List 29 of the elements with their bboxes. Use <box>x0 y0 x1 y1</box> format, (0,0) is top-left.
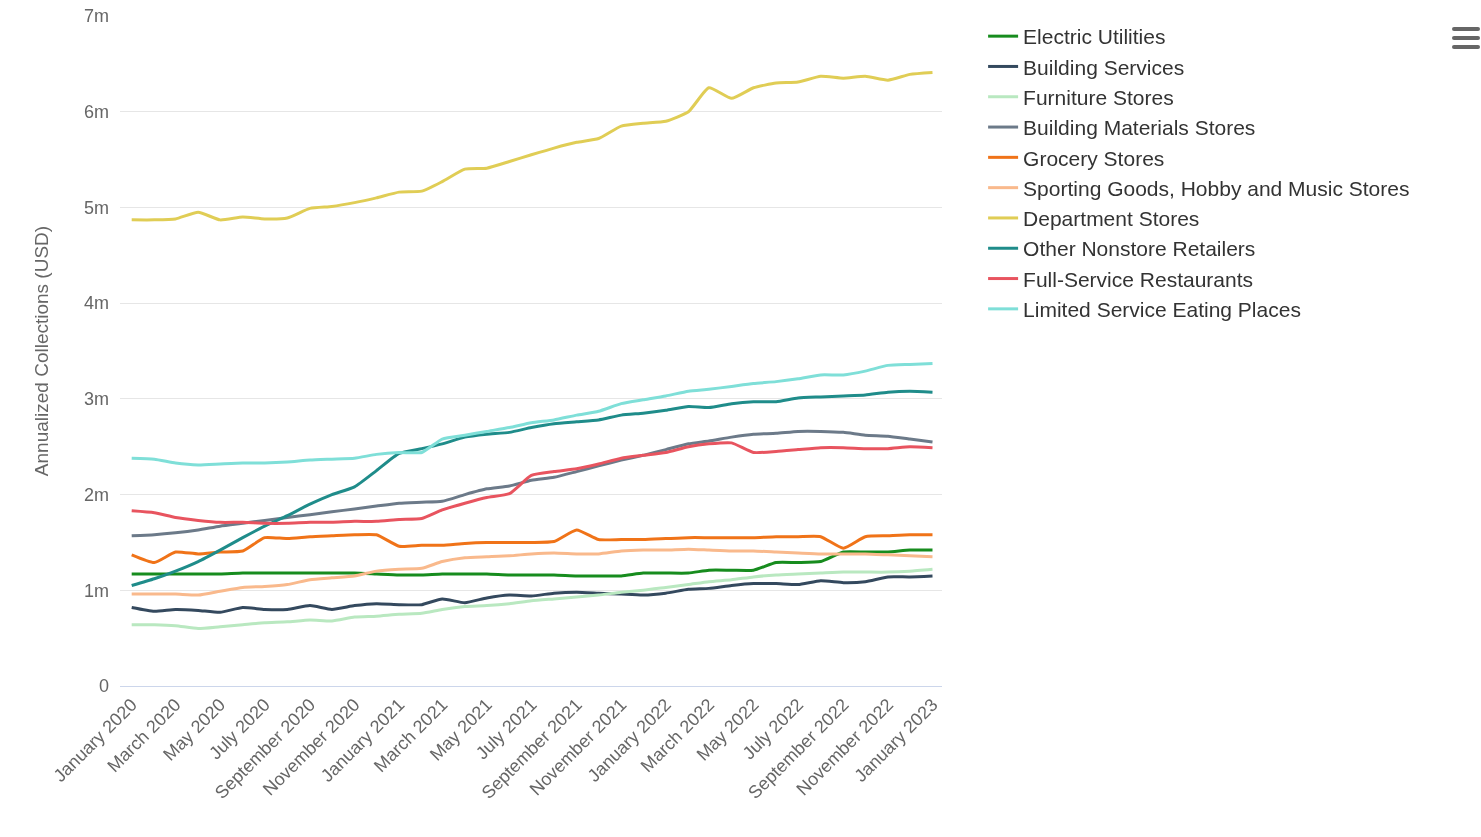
y-tick-label: 4m <box>83 293 109 314</box>
y-tick-label: 7m <box>83 6 109 27</box>
legend-label: Department Stores <box>1023 207 1200 231</box>
line-series <box>130 528 934 565</box>
line-series <box>130 574 934 614</box>
line-series <box>130 429 934 538</box>
line-series <box>130 70 934 222</box>
legend-label: Furniture Stores <box>1023 85 1174 109</box>
legend-label: Building Materials Stores <box>1023 116 1256 140</box>
y-tick-label: 2m <box>83 484 109 505</box>
legend-label: Limited Service Eating Places <box>1023 298 1301 322</box>
y-tick-label: 0 <box>98 676 109 697</box>
y-tick-label: 1m <box>83 580 109 601</box>
legend-label: Other Nonstore Retailers <box>1023 237 1256 261</box>
legend-label: Electric Utilities <box>1023 25 1166 49</box>
y-tick-label: 3m <box>83 389 109 410</box>
line-series <box>130 441 934 525</box>
y-tick-label: 5m <box>83 197 109 218</box>
line-series <box>130 567 934 631</box>
legend-label: Full-Service Restaurants <box>1023 267 1254 291</box>
legend-label: Building Services <box>1023 55 1185 79</box>
line-series <box>130 547 934 597</box>
y-tick-label: 6m <box>83 102 109 123</box>
legend-label: Grocery Stores <box>1023 146 1165 170</box>
y-axis-title: Annualized Collections (USD) <box>30 225 52 477</box>
line-series <box>130 389 934 587</box>
legend-label: Sporting Goods, Hobby and Music Stores <box>1023 176 1410 200</box>
line-series <box>130 548 934 578</box>
line-series <box>130 361 934 467</box>
